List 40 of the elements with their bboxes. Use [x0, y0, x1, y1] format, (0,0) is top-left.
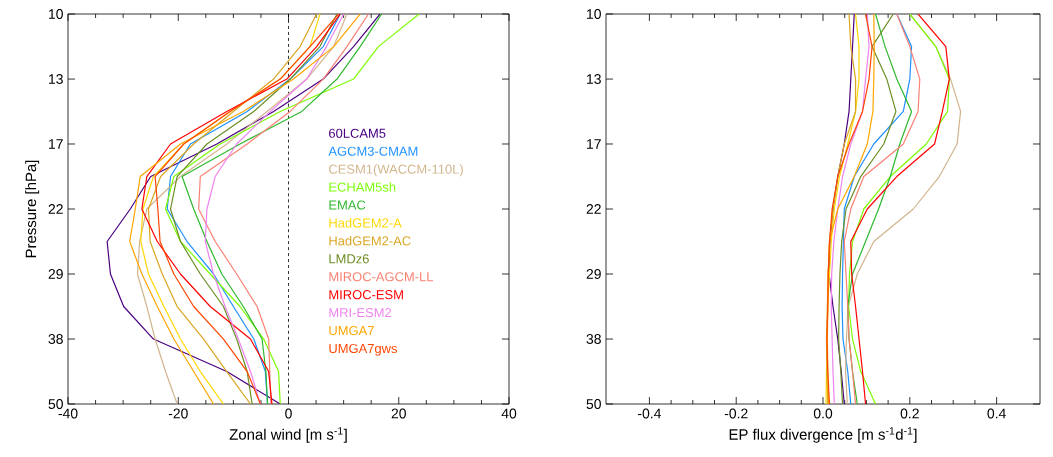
y-tick-label: 50 — [586, 399, 601, 409]
x-tick-label: -20 — [168, 408, 188, 419]
y-tick-label: 50 — [48, 399, 63, 409]
text: HadGEM2-AC — [329, 235, 411, 246]
text: EMAC — [329, 200, 366, 210]
text: CESM1(WACCM-110L) — [329, 164, 463, 177]
text: MIROC-AGCM-LL — [329, 272, 434, 282]
y-tick-label: 29 — [48, 269, 63, 279]
x-tick-label: 20 — [391, 408, 406, 419]
text: MIROC-ESM — [329, 290, 403, 300]
y-tick-label: 17 — [49, 139, 63, 149]
text: MRI-ESM2 — [329, 308, 392, 318]
y-tick-label: 17 — [587, 139, 601, 149]
x-tick-label: -40 — [58, 408, 78, 419]
y-tick-label: 22 — [48, 204, 63, 214]
text: 60LCAM5 — [329, 128, 386, 138]
y-tick-label: 10 — [49, 9, 63, 19]
x-axis-title: Zonal wind [m s$^{-1}$] — [229, 427, 347, 443]
x-tick-label: 40 — [501, 408, 517, 419]
text: LMDz6 — [329, 254, 369, 264]
text: AGCM3-CMAM — [328, 146, 418, 156]
x-tick-label: 0.4 — [987, 408, 1006, 419]
y-tick-label: 10 — [587, 9, 601, 19]
x-axis-title: EP flux divergence [m s$^{-1}$d$^{-1}$] — [729, 427, 917, 443]
y-tick-label: 13 — [587, 74, 601, 84]
text: HadGEM2-A — [329, 218, 402, 228]
y-tick-label: 22 — [586, 204, 601, 214]
y-tick-label: 38 — [586, 334, 601, 344]
text: UMGA7gws — [329, 343, 398, 356]
y-axis-title: Pressure [hPa] — [25, 160, 40, 258]
text: UMGA7 — [329, 325, 374, 336]
y-tick-label: 13 — [49, 74, 63, 84]
y-tick-label: 29 — [586, 269, 601, 279]
x-tick-label: -0.4 — [638, 408, 662, 419]
x-tick-label: 0.2 — [900, 408, 919, 419]
y-tick-label: 38 — [48, 334, 63, 344]
text: ECHAM5sh — [329, 182, 396, 192]
x-tick-label: -0.2 — [724, 408, 748, 419]
x-tick-label: 0 — [285, 408, 292, 419]
x-tick-label: 0.0 — [813, 408, 833, 419]
